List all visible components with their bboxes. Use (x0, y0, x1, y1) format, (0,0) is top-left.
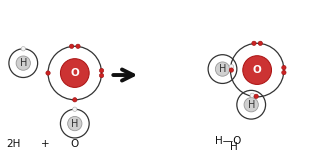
Circle shape (46, 71, 50, 75)
Circle shape (252, 41, 256, 45)
Text: H: H (230, 142, 238, 152)
Text: +: + (41, 139, 49, 149)
Circle shape (258, 41, 262, 45)
Circle shape (215, 62, 230, 76)
Circle shape (250, 93, 254, 97)
Circle shape (244, 98, 258, 112)
Circle shape (229, 68, 233, 72)
Circle shape (99, 73, 104, 78)
Text: H: H (20, 58, 27, 68)
Circle shape (99, 68, 104, 73)
Text: O: O (70, 68, 79, 78)
Circle shape (254, 94, 258, 99)
Text: 2H: 2H (7, 139, 21, 149)
Circle shape (69, 44, 74, 49)
Circle shape (243, 56, 272, 84)
Text: H—O: H—O (215, 136, 241, 146)
Circle shape (16, 56, 30, 70)
Circle shape (21, 47, 25, 51)
Circle shape (68, 116, 82, 131)
Text: O: O (71, 139, 79, 149)
Circle shape (73, 98, 77, 102)
Circle shape (229, 64, 233, 69)
Text: H: H (71, 119, 79, 129)
Text: O: O (253, 65, 261, 75)
Circle shape (282, 65, 286, 70)
Text: H: H (247, 100, 255, 110)
Circle shape (282, 70, 286, 75)
Circle shape (73, 107, 77, 111)
Text: H: H (219, 64, 226, 74)
Circle shape (60, 59, 89, 87)
Circle shape (76, 44, 80, 49)
